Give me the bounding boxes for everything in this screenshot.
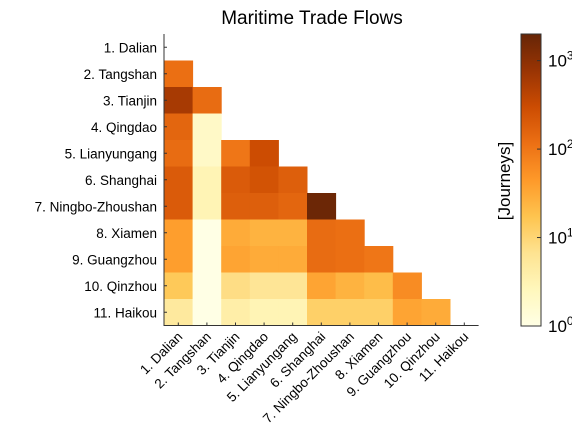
- row-label: 6. Shanghai: [85, 173, 157, 188]
- heatmap-cell: [249, 166, 279, 194]
- heatmap-cell: [221, 219, 251, 247]
- heatmap-cell: [164, 272, 194, 300]
- row-label: 2. Tangshan: [84, 67, 157, 82]
- heatmap-cell: [192, 193, 222, 220]
- row-label: 10. Qinzhou: [84, 279, 157, 294]
- heatmap-cell: [307, 246, 337, 273]
- heatmap-cell: [192, 140, 222, 167]
- heatmap-cell: [192, 272, 222, 300]
- heatmap-cell: [164, 87, 194, 114]
- heatmap-cell: [249, 193, 279, 220]
- heatmap-cell: [221, 140, 251, 167]
- colorbar: 100 101 102 103 [Journeys]: [495, 33, 572, 336]
- row-label: 5. Lianyungang: [65, 146, 157, 161]
- heatmap-cell: [164, 299, 194, 326]
- colorbar-label: [Journeys]: [495, 142, 514, 220]
- heatmap-cell: [278, 299, 308, 326]
- heatmap-cell: [221, 193, 251, 220]
- heatmap-cell: [249, 219, 279, 247]
- heatmap-cell: [164, 60, 194, 88]
- heatmap-cell: [164, 140, 194, 167]
- heatmap-cell: [249, 272, 279, 300]
- heatmap-cell: [278, 246, 308, 273]
- heatmap-cell: [221, 299, 251, 326]
- heatmap-cell: [221, 166, 251, 194]
- colorbar-gradient: [520, 33, 542, 327]
- heatmap-cell: [164, 193, 194, 220]
- heatmap-cell: [364, 299, 394, 326]
- heatmap-cell: [335, 272, 365, 300]
- colorbar-ticks: 100 101 102 103: [537, 49, 572, 336]
- heatmap-cell: [421, 299, 451, 326]
- heatmap-cell: [192, 87, 222, 114]
- heatmap-cell: [192, 299, 222, 326]
- heatmap-cell: [192, 166, 222, 194]
- heatmap-cell: [307, 272, 337, 300]
- row-label: 1. Dalian: [104, 40, 157, 55]
- heatmap-cell: [278, 219, 308, 247]
- row-label: 9. Guangzhou: [72, 252, 157, 267]
- heatmap-cell: [221, 246, 251, 273]
- heatmap-cell: [335, 246, 365, 273]
- row-label: 4. Qingdao: [91, 120, 157, 135]
- row-label: 7. Ningbo-Zhoushan: [35, 199, 157, 214]
- colorbar-tick-label: 100: [548, 314, 572, 336]
- heatmap-cell: [249, 140, 279, 167]
- heatmap-cell: [392, 299, 422, 326]
- heatmap-cell: [307, 193, 337, 220]
- heatmap-cells: [164, 60, 451, 326]
- heatmap-cell: [164, 166, 194, 194]
- heatmap-cell: [249, 299, 279, 326]
- row-labels: 1. Dalian 2. Tangshan 3. Tianjin 4. Qingdao…: [35, 40, 157, 320]
- heatmap-cell: [278, 193, 308, 220]
- heatmap-cell: [392, 272, 422, 300]
- heatmap-cell: [307, 299, 337, 326]
- row-label: 8. Xiamen: [96, 226, 157, 241]
- colorbar-tick-label: 102: [548, 137, 572, 159]
- heatmap-cell: [249, 246, 279, 273]
- heatmap-cell: [221, 272, 251, 300]
- heatmap-cell: [335, 219, 365, 247]
- heatmap-cell: [164, 246, 194, 273]
- row-label: 11. Haikou: [93, 305, 157, 320]
- colorbar-tick-label: 103: [548, 49, 572, 71]
- axes-lines: [163, 34, 479, 326]
- heatmap-cell: [164, 113, 194, 141]
- heatmap-cell: [364, 246, 394, 273]
- heatmap-cell: [278, 166, 308, 194]
- row-label: 3. Tianjin: [103, 93, 157, 108]
- chart-title: Maritime Trade Flows: [221, 8, 403, 29]
- heatmap-cell: [307, 219, 337, 247]
- heatmap-cell: [364, 272, 394, 300]
- heatmap-cell: [192, 113, 222, 141]
- heatmap-cell: [164, 219, 194, 247]
- heatmap-cell: [192, 219, 222, 247]
- heatmap-cell: [278, 272, 308, 300]
- heatmap-cell: [335, 299, 365, 326]
- colorbar-tick-label: 101: [548, 226, 572, 248]
- heatmap-cell: [192, 246, 222, 273]
